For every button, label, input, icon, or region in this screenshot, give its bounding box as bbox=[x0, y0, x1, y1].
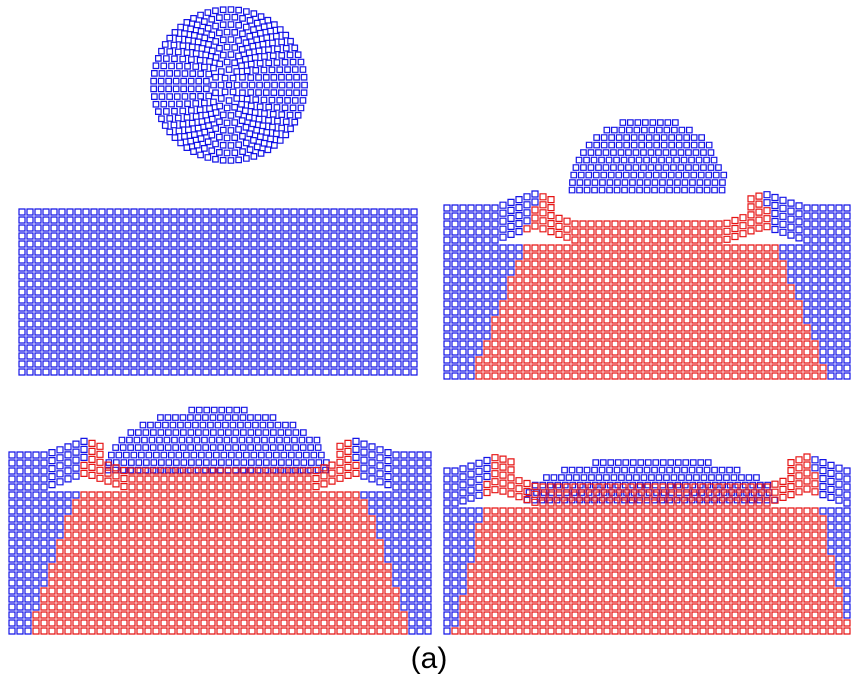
panels bbox=[9, 7, 850, 634]
red-particles bbox=[452, 454, 850, 634]
caption: (a) bbox=[411, 642, 448, 675]
red-particles bbox=[33, 440, 407, 634]
blue-particles bbox=[444, 120, 850, 379]
page: (a) (() => { const data = JSON.parse(doc… bbox=[0, 0, 859, 682]
blue-particles bbox=[9, 407, 431, 634]
red-particles bbox=[476, 193, 826, 379]
figure: (a) bbox=[0, 0, 859, 682]
target bbox=[19, 209, 417, 375]
projectile bbox=[151, 7, 307, 163]
